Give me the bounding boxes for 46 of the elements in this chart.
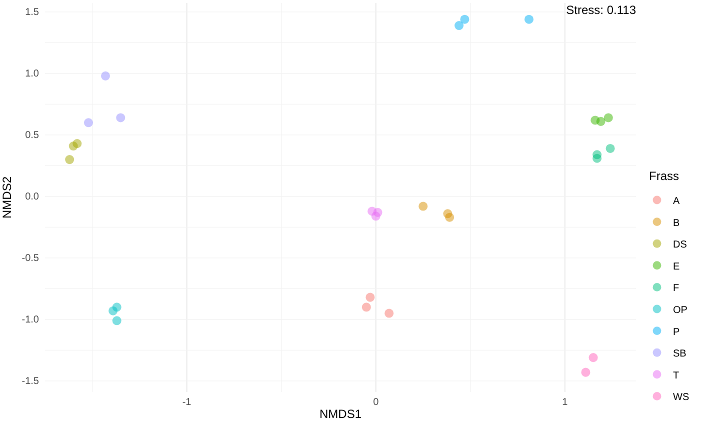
point xyxy=(592,154,602,163)
point xyxy=(108,306,118,316)
y-tick-label: -0.5 xyxy=(22,253,40,264)
legend-label: WS xyxy=(673,392,690,404)
point xyxy=(84,118,93,128)
point xyxy=(384,308,394,318)
legend-label: A xyxy=(673,196,680,207)
point xyxy=(112,316,122,326)
point xyxy=(100,71,110,80)
y-tick-label: 1.5 xyxy=(25,7,40,18)
y-tick-label: 1.0 xyxy=(25,68,40,80)
y-tick-label: -1.0 xyxy=(22,314,40,326)
legend-label: P xyxy=(673,326,680,338)
legend-label: B xyxy=(673,218,680,229)
point xyxy=(362,302,371,312)
x-tick-label: 1 xyxy=(562,397,568,408)
point xyxy=(606,144,615,153)
point xyxy=(460,14,470,24)
legend-label: SB xyxy=(673,348,687,360)
point xyxy=(371,212,380,221)
point xyxy=(454,21,464,30)
annotation: Stress: 0.113 xyxy=(566,3,636,17)
x-tick-label: 0 xyxy=(373,397,380,408)
x-tick-label: -1 xyxy=(182,397,192,408)
y-tick-label: -1.5 xyxy=(22,376,40,388)
point xyxy=(445,212,454,222)
point xyxy=(588,353,598,362)
point xyxy=(366,292,375,302)
point xyxy=(116,113,126,122)
x-axis-title: NMDS1 xyxy=(319,407,362,421)
point xyxy=(581,368,590,377)
legend-label: T xyxy=(673,370,680,382)
legend-label: E xyxy=(673,261,680,272)
point xyxy=(65,155,74,164)
legend-label: DS xyxy=(673,240,688,251)
y-axis-title: NMDS2 xyxy=(0,176,14,219)
legend-label: OP xyxy=(673,305,688,316)
y-tick-label: 0.0 xyxy=(25,192,40,203)
point xyxy=(524,14,534,24)
point xyxy=(604,113,613,122)
y-tick-label: 0.5 xyxy=(25,130,40,142)
point xyxy=(418,202,428,211)
point xyxy=(68,142,78,151)
legend-label: F xyxy=(673,283,680,294)
point xyxy=(596,116,606,126)
legend-title: Frass xyxy=(649,169,679,183)
